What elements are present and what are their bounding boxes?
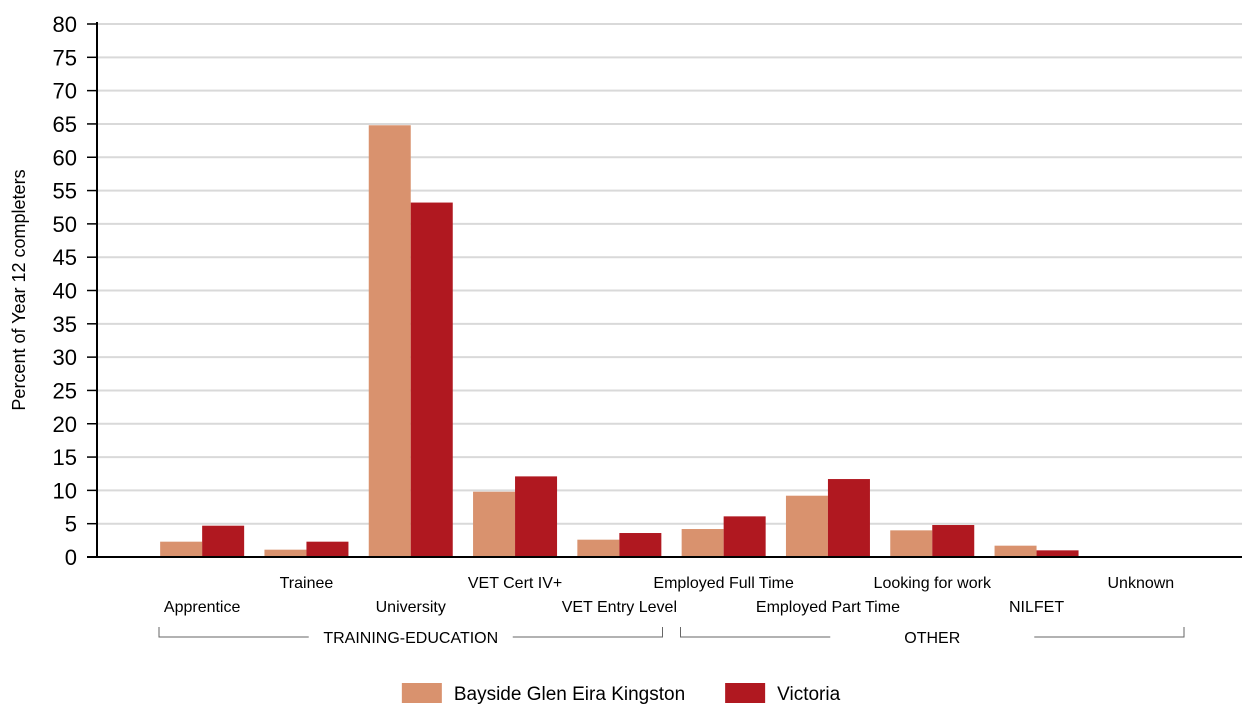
y-tick-label: 70 bbox=[53, 79, 77, 104]
y-tick-label: 40 bbox=[53, 279, 77, 304]
bar bbox=[264, 549, 307, 557]
x-tick-label: University bbox=[376, 599, 446, 616]
x-tick-label: Looking for work bbox=[874, 575, 992, 592]
bars bbox=[160, 125, 1079, 558]
bar bbox=[306, 541, 349, 557]
y-tick-label: 75 bbox=[53, 45, 77, 70]
group-bracket bbox=[158, 627, 663, 638]
bar bbox=[473, 491, 516, 557]
y-tick-label: 15 bbox=[53, 445, 77, 470]
y-tick-label: 55 bbox=[53, 179, 77, 204]
y-tick-labels: 0 5 10 15 20 25 30 35 40 45 50 55 60 65 70 75 80 bbox=[53, 12, 77, 570]
y-tick-label: 20 bbox=[53, 412, 77, 437]
y-tick-label: 0 bbox=[65, 545, 77, 570]
legend-swatch bbox=[401, 683, 442, 703]
y-tick-label: 35 bbox=[53, 312, 77, 337]
x-tick-label: VET Entry Level bbox=[562, 599, 677, 616]
x-tick-label: Employed Full Time bbox=[653, 575, 794, 592]
bar bbox=[202, 525, 245, 557]
y-tick-label: 45 bbox=[53, 245, 77, 270]
legend: Bayside Glen Eira Kingston Victoria bbox=[401, 683, 841, 705]
bar bbox=[827, 479, 870, 557]
legend-swatch bbox=[725, 683, 766, 703]
axes bbox=[87, 22, 1242, 558]
y-axis-label: Percent of Year 12 completers bbox=[9, 169, 29, 410]
bar bbox=[681, 529, 724, 557]
bar bbox=[890, 530, 933, 557]
bar bbox=[723, 516, 766, 557]
group-label: OTHER bbox=[904, 630, 960, 647]
bar bbox=[785, 495, 828, 557]
x-tick-label: NILFET bbox=[1009, 599, 1064, 616]
gridlines bbox=[97, 23, 1242, 525]
y-tick-label: 25 bbox=[53, 378, 77, 403]
bar bbox=[577, 539, 620, 557]
x-tick-label: Unknown bbox=[1107, 575, 1174, 592]
x-tick-label: Employed Part Time bbox=[756, 599, 900, 616]
legend-label: Victoria bbox=[777, 684, 840, 705]
x-tick-label: VET Cert IV+ bbox=[468, 575, 562, 592]
bar bbox=[1036, 550, 1079, 557]
group-label: TRAINING-EDUCATION bbox=[323, 630, 498, 647]
bar bbox=[994, 545, 1037, 557]
y-tick-label: 5 bbox=[65, 512, 77, 537]
y-tick-label: 50 bbox=[53, 212, 77, 237]
category-groups: TRAINING-EDUCATION OTHER bbox=[158, 627, 1185, 647]
bar bbox=[932, 525, 975, 557]
bar bbox=[368, 125, 411, 558]
y-tick-label: 60 bbox=[53, 145, 77, 170]
x-tick-label: Trainee bbox=[280, 575, 334, 592]
bar bbox=[515, 476, 558, 557]
bar bbox=[410, 202, 453, 557]
legend-label: Bayside Glen Eira Kingston bbox=[454, 684, 685, 705]
bar bbox=[160, 541, 203, 557]
x-tick-labels: Apprentice Trainee University VET Cert IV+V… bbox=[164, 575, 1174, 616]
group-bracket bbox=[680, 627, 1185, 638]
y-tick-label: 10 bbox=[53, 478, 77, 503]
y-tick-label: 80 bbox=[53, 12, 77, 37]
bar bbox=[619, 533, 662, 557]
x-tick-label: Apprentice bbox=[164, 599, 241, 616]
y-tick-label: 65 bbox=[53, 112, 77, 137]
y-tick-label: 30 bbox=[53, 345, 77, 370]
